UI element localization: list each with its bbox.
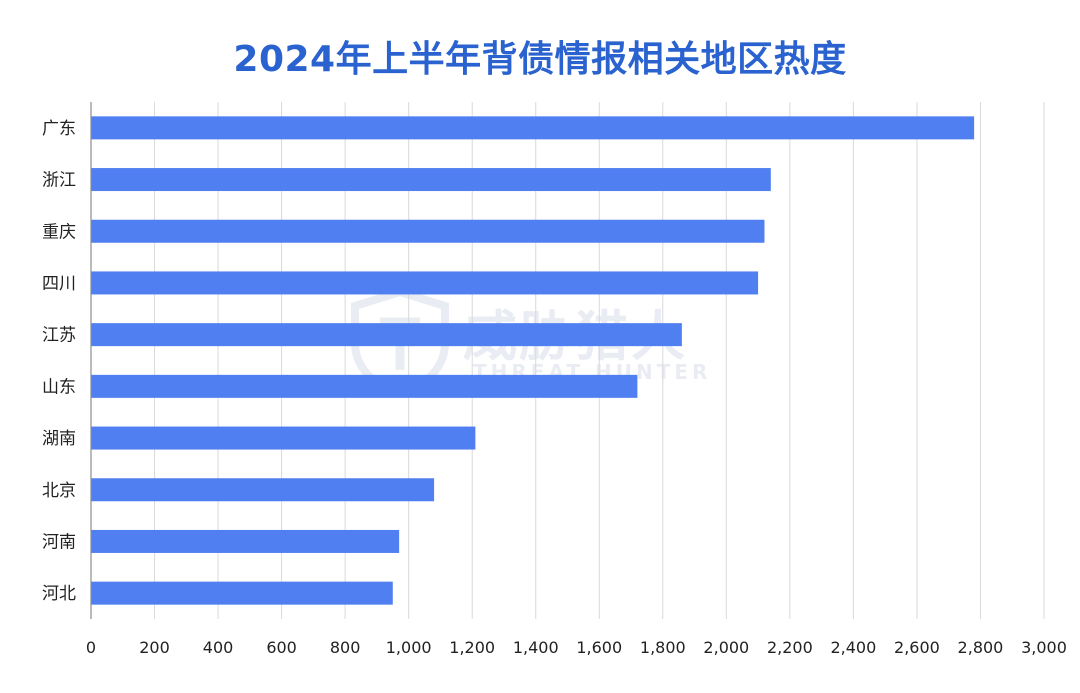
x-tick-label: 1,600 <box>576 638 622 657</box>
category-label: 重庆 <box>42 222 76 242</box>
x-tick-label: 0 <box>86 638 96 657</box>
x-tick-label: 2,800 <box>958 638 1004 657</box>
bar <box>91 219 765 243</box>
x-tick-label: 3,000 <box>1021 638 1067 657</box>
bar <box>91 323 682 347</box>
labels: 0 200 400 600 800 1,000 1,200 1,400 1,600 1,800 2,… <box>42 119 1067 657</box>
bar <box>91 116 975 140</box>
bar <box>91 374 638 398</box>
x-tick-label: 2,400 <box>830 638 876 657</box>
category-label: 山东 <box>42 377 76 397</box>
chart-title: 2024年上半年背债情报相关地区热度 <box>233 39 847 80</box>
category-label: 浙江 <box>42 171 76 191</box>
x-tick-label: 200 <box>139 638 170 657</box>
category-label: 北京 <box>42 481 76 501</box>
category-label: 四川 <box>42 274 76 294</box>
x-tick-label: 2,000 <box>703 638 749 657</box>
x-tick-label: 800 <box>330 638 361 657</box>
category-label: 广东 <box>42 119 76 139</box>
bar <box>91 426 476 450</box>
category-label: 江苏 <box>42 326 76 346</box>
x-tick-label: 2,600 <box>894 638 940 657</box>
x-tick-label: 1,800 <box>640 638 686 657</box>
category-label: 河北 <box>42 584 76 604</box>
x-tick-label: 1,000 <box>386 638 432 657</box>
bar <box>91 529 400 553</box>
x-tick-label: 400 <box>203 638 234 657</box>
x-tick-label: 600 <box>266 638 297 657</box>
x-tick-label: 2,200 <box>767 638 813 657</box>
bar <box>91 581 393 605</box>
bar <box>91 271 759 295</box>
bar <box>91 168 771 192</box>
x-tick-label: 1,200 <box>449 638 495 657</box>
bar <box>91 478 435 502</box>
x-tick-label: 1,400 <box>513 638 559 657</box>
bars <box>91 116 975 605</box>
category-label: 湖南 <box>42 429 76 449</box>
category-label: 河南 <box>42 532 76 552</box>
